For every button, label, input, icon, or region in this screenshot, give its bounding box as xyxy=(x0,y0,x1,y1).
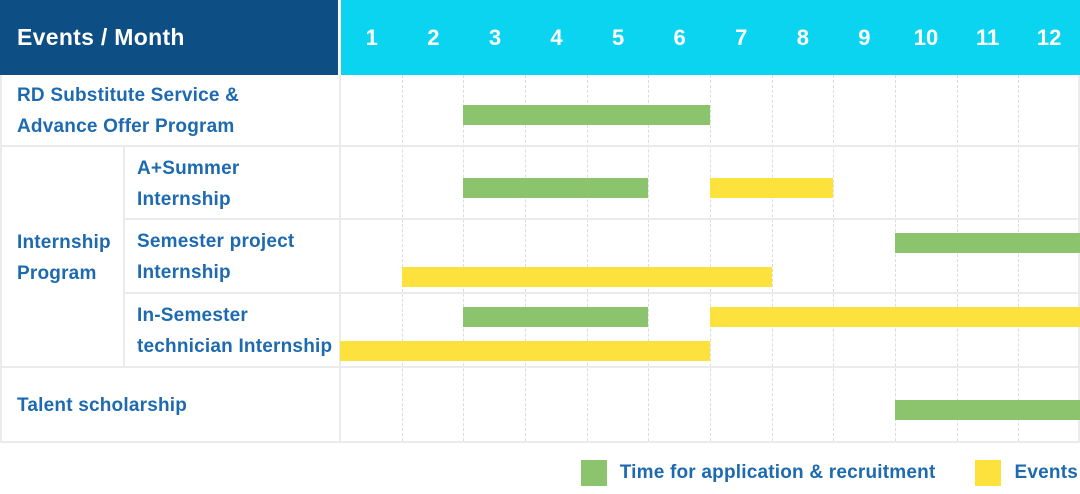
events-month-table: Events / Month 1 2 3 4 5 6 7 8 9 10 11 12 RD Substi… xyxy=(0,0,1080,443)
green-swatch-icon xyxy=(580,460,607,486)
month-gridline xyxy=(648,75,650,441)
row-border xyxy=(0,366,1080,368)
month-gridline xyxy=(401,75,403,441)
legend-label: Time for application & recruitment xyxy=(619,462,936,483)
yellow-swatch-icon xyxy=(975,460,1002,486)
row-border xyxy=(124,218,1080,220)
gantt-bar-green xyxy=(463,307,649,327)
table-corner-header: Events / Month xyxy=(0,0,338,75)
group-label-internship-program: Internship Program xyxy=(0,147,124,368)
month-header-row: 1 2 3 4 5 6 7 8 9 10 11 12 xyxy=(341,0,1080,75)
month-label: 11 xyxy=(975,24,1000,50)
month-gridline xyxy=(833,75,835,441)
page-title: Events / Month xyxy=(17,24,185,50)
month-label: 7 xyxy=(735,24,748,50)
gantt-bar-green xyxy=(895,399,1080,420)
gantt-bar-yellow xyxy=(340,341,710,361)
legend: Time for application & recruitment Event… xyxy=(580,456,1078,490)
month-label: 10 xyxy=(913,24,939,50)
month-label: 2 xyxy=(427,24,440,50)
row-label-line: In-Semester xyxy=(137,305,248,326)
month-gridline xyxy=(956,75,958,441)
table-left-border xyxy=(0,75,2,443)
month-label: 8 xyxy=(796,24,809,50)
month-gridline xyxy=(895,75,896,441)
month-gridline xyxy=(1018,75,1020,441)
row-label-talent: Talent scholarship xyxy=(0,368,340,443)
row-border xyxy=(124,292,1080,294)
gantt-bar-green xyxy=(463,105,710,125)
month-label: 6 xyxy=(673,24,686,50)
month-gridline xyxy=(525,75,526,441)
row-label-semester: Semester project Internship xyxy=(124,220,340,294)
group-label-line: Program xyxy=(17,262,97,284)
month-gridline xyxy=(463,75,465,441)
month-label: 4 xyxy=(550,24,563,50)
month-label: 1 xyxy=(365,24,378,50)
gantt-bar-green xyxy=(463,177,649,198)
gantt-bar-yellow xyxy=(401,267,772,287)
gantt-bar-yellow xyxy=(710,307,1080,327)
legend-item-recruitment: Time for application & recruitment xyxy=(580,460,936,486)
row-label-line: Semester project xyxy=(137,231,295,252)
month-label: 12 xyxy=(1036,24,1062,50)
gantt-bar-yellow xyxy=(710,177,834,198)
legend-label: Events xyxy=(1014,462,1078,483)
row-label-line: Advance Offer Program xyxy=(17,116,235,137)
month-gridline xyxy=(710,75,711,441)
group-label-line: Internship xyxy=(17,231,111,253)
row-label-line: RD Substitute Service & xyxy=(17,85,240,106)
month-label: 9 xyxy=(858,24,871,50)
row-label-line: Talent scholarship xyxy=(17,395,188,416)
month-label: 5 xyxy=(611,24,625,50)
month-gridline xyxy=(771,75,773,441)
row-border xyxy=(0,145,1080,147)
row-border xyxy=(0,441,1080,443)
month-label: 3 xyxy=(488,24,502,50)
month-gridline xyxy=(586,75,588,441)
row-label-rd: RD Substitute Service & Advance Offer Pro… xyxy=(0,75,340,147)
group-sublabel-divider xyxy=(123,147,125,368)
row-label-line: technician Internship xyxy=(137,336,333,357)
legend-item-events: Events xyxy=(975,460,1078,486)
label-chart-divider xyxy=(339,75,341,443)
row-label-line: Internship xyxy=(137,188,231,210)
table-right-border xyxy=(1078,75,1080,443)
row-label-aplus: A+Summer Internship xyxy=(124,147,340,220)
row-label-line: A+Summer xyxy=(137,157,240,179)
row-label-insem: In-Semester technician Internship xyxy=(124,294,340,368)
row-label-line: Internship xyxy=(137,262,231,283)
gantt-bar-green xyxy=(895,233,1080,253)
